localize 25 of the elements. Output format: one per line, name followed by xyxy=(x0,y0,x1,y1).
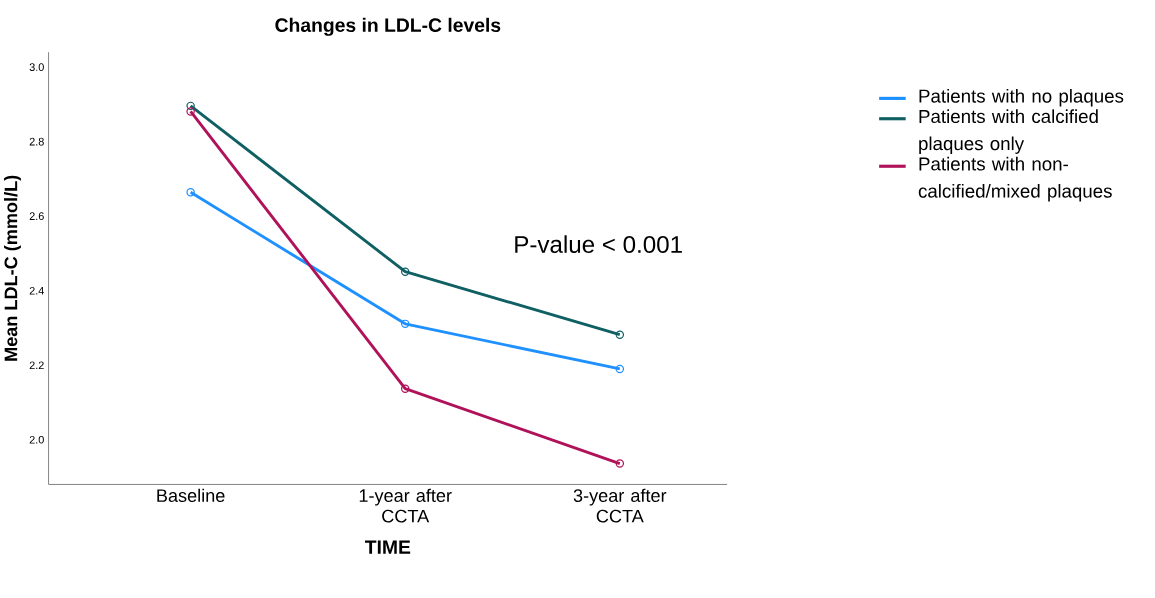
point xyxy=(186,101,195,111)
point xyxy=(615,459,625,468)
point xyxy=(615,364,625,374)
y-tick-label: 2.8 xyxy=(29,137,44,146)
x-tick-label: Baseline xyxy=(157,488,225,503)
x-tick-label: 1-year after CCTA xyxy=(359,488,452,523)
annotation: P-value < 0.001 xyxy=(515,235,682,254)
y-tick-label: 2.2 xyxy=(29,361,44,370)
point xyxy=(400,267,410,277)
chart-title: Changes in LDL-C levels xyxy=(275,17,501,37)
point xyxy=(400,384,410,394)
legend-label: Patients with calcified plaques only xyxy=(919,109,1098,155)
point xyxy=(186,188,195,197)
point xyxy=(400,319,410,329)
point xyxy=(615,330,625,340)
legend-label: Patients with non-calcified/mixed plaques xyxy=(918,157,1112,202)
y-axis-title: Mean LDL-C (mmol/L) xyxy=(4,175,21,361)
y-tick-label: 2.0 xyxy=(29,436,44,444)
legend-label: Patients with no plaques xyxy=(919,89,1124,107)
y-tick-label: 2.6 xyxy=(29,212,44,221)
point xyxy=(186,107,195,116)
x-tick-label: 3-year after CCTA xyxy=(573,488,667,523)
y-tick-label: 3.0 xyxy=(29,63,44,72)
y-tick-label: 2.4 xyxy=(29,287,44,295)
x-axis-title: TIME xyxy=(364,540,411,554)
